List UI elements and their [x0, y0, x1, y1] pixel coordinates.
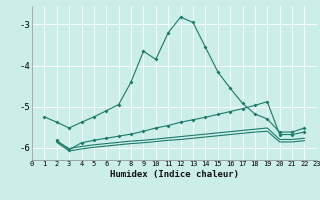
X-axis label: Humidex (Indice chaleur): Humidex (Indice chaleur) [110, 170, 239, 179]
